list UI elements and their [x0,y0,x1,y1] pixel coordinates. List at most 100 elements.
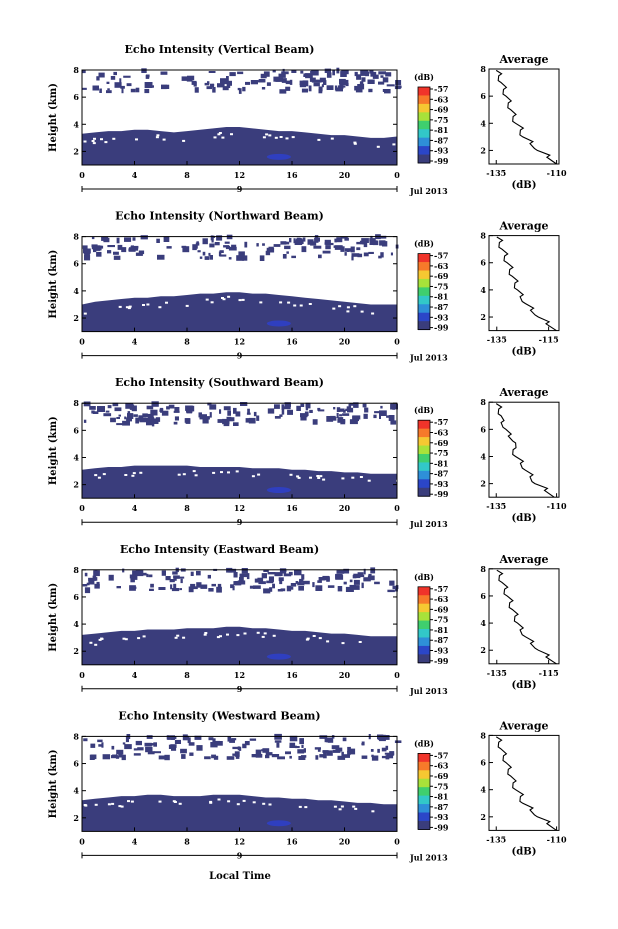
echo-gap [102,473,106,476]
profile-y-tick-label: 4 [480,618,486,628]
echo-speckle [261,87,266,90]
echo-speckle [392,585,398,590]
colorbar-label: -81 [434,292,448,302]
echo-speckle [209,404,217,410]
echo-speckle [308,85,312,92]
echo-speckle [284,406,291,410]
echo-gap [353,305,357,308]
echo-speckle [392,405,395,410]
echo-speckle [312,582,315,588]
echo-speckle [368,88,373,93]
echo-speckle [318,86,323,92]
echo-core [266,153,291,160]
echo-speckle [198,412,202,418]
x-tick-label: 12 [234,503,245,513]
y-tick-label: 2 [73,146,79,156]
echo-speckle [101,742,104,748]
echo-gap [120,805,124,808]
panel-4: Echo Intensity (Westward Beam) 2 4 6 8 Height… [48,709,567,862]
echo-speckle [171,736,175,740]
echo-speckle [230,584,234,589]
echo-speckle [384,89,391,94]
echo-speckle [365,71,370,77]
profile-line [496,236,557,332]
echo-speckle [209,255,213,260]
echo-gap [340,805,344,808]
echo-speckle [83,738,88,742]
echo-speckle [145,75,150,79]
echo-speckle [389,751,395,756]
echo-layer [82,794,397,832]
echo-speckle [340,236,348,239]
echo-speckle [118,414,121,417]
echo-gap [107,803,111,806]
echo-speckle [117,244,123,250]
profile-x-tick-label: -110 [547,834,567,844]
colorbar-swatch [418,120,430,130]
echo-speckle [196,745,203,751]
colorbar-label: -69 [434,604,449,614]
echo-gap [346,306,350,309]
colorbar-label: -93 [434,646,449,656]
echo-speckle [105,410,110,413]
echo-gap [217,798,221,801]
x-tick-label: 0 [394,337,400,347]
echo-speckle [202,251,206,256]
echo-speckle [207,81,210,85]
echo-gap [263,632,267,635]
echo-speckle [326,738,330,743]
echo-gap [265,133,269,136]
echo-gap [139,471,143,474]
echo-speckle [210,742,218,748]
echo-gap [83,312,87,315]
echo-speckle [235,756,240,759]
colorbar-swatch [418,146,430,156]
echo-speckle [317,407,321,411]
echo-speckle [315,79,322,83]
x-tick-label: 4 [132,170,138,180]
echo-speckle [126,417,132,422]
echo-speckle [147,751,155,755]
echo-speckle [233,422,239,426]
profile-y-tick-label: 6 [480,258,486,268]
echo-gap [111,802,115,805]
echo-speckle [225,245,230,250]
echo-speckle [125,403,134,409]
colorbar-label: -87 [434,635,448,645]
echo-speckle [386,754,394,759]
echo-speckle [233,572,238,578]
echo-speckle [170,584,173,590]
echo-speckle [210,235,214,241]
echo-speckle [283,573,292,577]
echo-speckle [160,71,168,75]
echo-speckle [216,235,223,241]
x-tick-label: 0 [79,836,85,846]
echo-speckle [97,739,103,743]
echo-speckle [229,72,236,77]
echo-speckle [374,581,380,585]
echo-speckle [256,243,259,247]
echo-speckle [113,251,119,255]
echo-speckle [188,742,195,746]
colorbar-swatch [418,137,430,147]
echo-speckle [272,583,275,589]
colorbar-label: -57 [434,750,448,760]
colorbar-label: -63 [434,94,449,104]
panel-title: Echo Intensity (Vertical Beam) [124,43,314,56]
profile-line [495,69,557,165]
colorbar-swatch [418,262,430,271]
colorbar-label: -69 [434,771,449,781]
echo-gap [317,138,321,141]
echo-gap [252,801,256,804]
echo-speckle [319,77,326,83]
echo-speckle [262,748,270,753]
echo-speckle [372,74,379,79]
echo-speckle [301,574,305,580]
profile-title: Average [498,719,548,732]
echo-speckle [219,250,224,253]
echo-gap [227,295,231,298]
echo-speckle [217,419,226,423]
echo-speckle [82,70,86,74]
echo-speckle [273,76,280,82]
echo-speckle [151,401,159,407]
